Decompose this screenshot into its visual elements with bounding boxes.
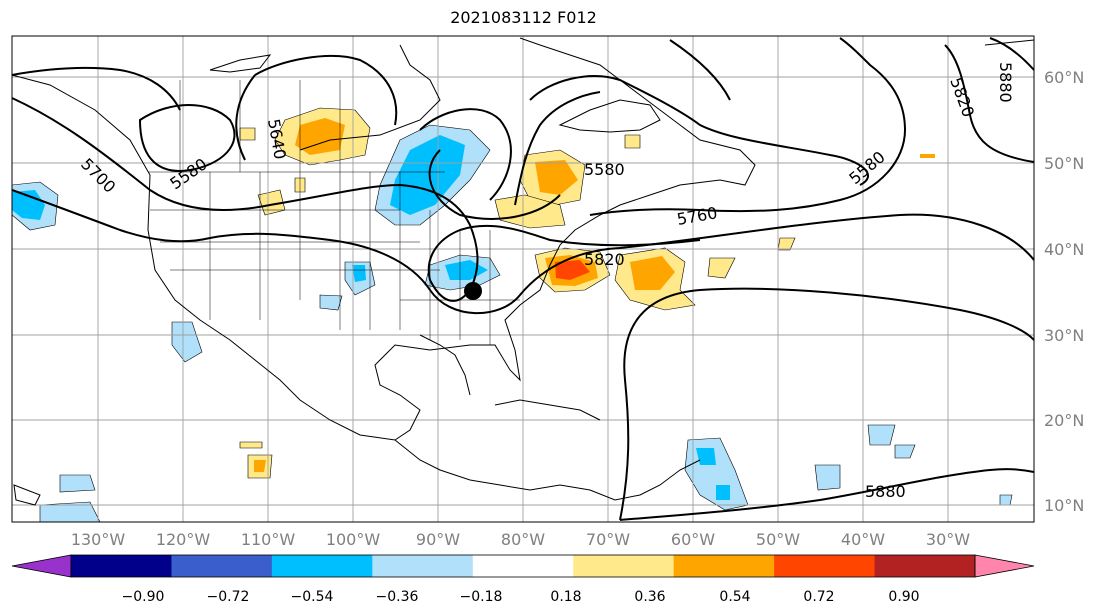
colorbar-segment	[573, 555, 675, 577]
lat-label: 40°N	[1044, 240, 1084, 259]
contour-label: 5820	[946, 75, 978, 120]
colorbar-tick-labels: −0.90 −0.72 −0.54 −0.36 −0.18 0.18 0.36 …	[122, 589, 920, 605]
colorbar-tick-label: 0.18	[550, 589, 581, 605]
colorbar-segment	[171, 555, 273, 577]
colorbar-segment	[673, 555, 775, 577]
lon-label: 50°W	[756, 530, 800, 549]
lon-label: 60°W	[671, 530, 715, 549]
contour-label: 5580	[584, 160, 625, 179]
coastlines	[11, 37, 1035, 506]
map-title: 2021083112 F012	[450, 8, 597, 27]
colorbar-tick-label: −0.18	[460, 589, 503, 605]
colorbar-segment	[71, 555, 172, 577]
lat-label: 60°N	[1044, 68, 1084, 87]
colorbar-tick-label: 0.72	[803, 589, 834, 605]
colorbar-segment	[472, 555, 574, 577]
state-borders	[148, 80, 520, 345]
lat-label: 10°N	[1044, 496, 1084, 515]
lon-label: 90°W	[416, 530, 460, 549]
shaded-field	[11, 107, 1013, 523]
latitude-labels: 60°N 50°N 40°N 30°N 20°N 10°N	[1044, 68, 1084, 515]
contour-label: 5760	[675, 203, 718, 229]
lon-label: 40°W	[841, 530, 885, 549]
colorbar-segment	[271, 555, 373, 577]
lat-label: 30°N	[1044, 326, 1084, 345]
colorbar-frame	[70, 554, 976, 578]
colorbar-tick-label: 0.54	[719, 589, 750, 605]
colorbar-tick-label: −0.54	[291, 589, 334, 605]
colorbar-tick-label: −0.72	[207, 589, 250, 605]
lon-label: 110°W	[241, 530, 296, 549]
contour-label: 5580	[845, 147, 888, 188]
lon-label: 70°W	[586, 530, 630, 549]
colorbar-extend-low	[11, 554, 72, 578]
colorbar-segment	[874, 555, 976, 577]
colorbar-tick-label: −0.90	[122, 589, 165, 605]
contour-label: 5880	[996, 62, 1015, 103]
lon-label: 120°W	[156, 530, 211, 549]
colorbar	[11, 554, 1035, 578]
contour-label: 5820	[584, 250, 625, 269]
colorbar-tick-label: 0.36	[634, 589, 665, 605]
colorbar-segment	[774, 555, 876, 577]
black-dot-marker	[464, 282, 482, 300]
lon-label: 100°W	[326, 530, 381, 549]
colorbar-tick-label: −0.36	[376, 589, 419, 605]
lon-label: 130°W	[71, 530, 126, 549]
height-contours	[11, 37, 1035, 521]
contour-label: 5880	[865, 482, 906, 501]
lat-label: 20°N	[1044, 411, 1084, 430]
colorbar-extend-high	[974, 554, 1035, 578]
colorbar-segment	[372, 555, 474, 577]
grid-lines	[12, 36, 1034, 522]
lon-label: 80°W	[501, 530, 545, 549]
longitude-labels: 130°W 120°W 110°W 100°W 90°W 80°W 70°W 6…	[71, 530, 970, 549]
map-frame	[11, 35, 1035, 523]
contour-label: 5580	[166, 154, 210, 193]
colorbar-tick-label: 0.90	[888, 589, 919, 605]
lat-label: 50°N	[1044, 154, 1084, 173]
lon-label: 30°W	[926, 530, 970, 549]
